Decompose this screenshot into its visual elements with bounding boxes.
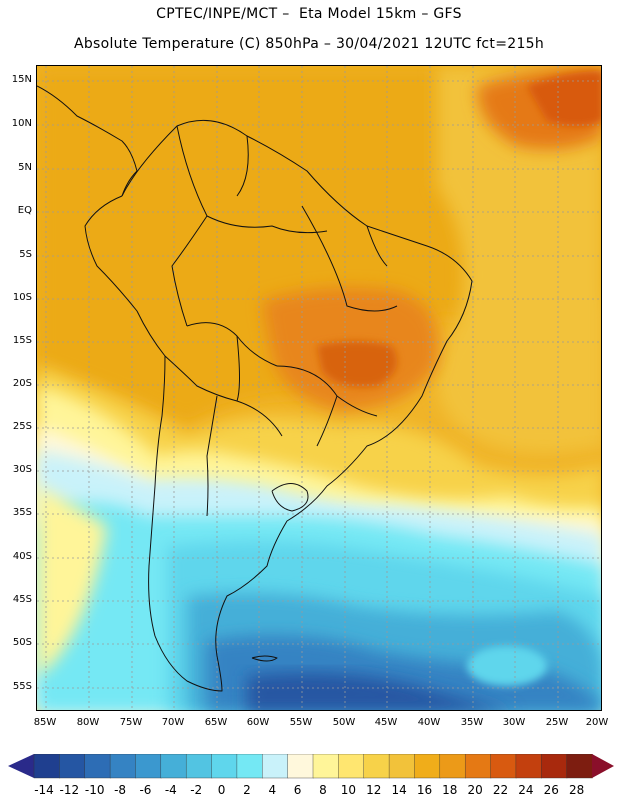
lon-label: 75W bbox=[119, 717, 143, 728]
colorbar-label: 2 bbox=[243, 783, 251, 797]
lon-label: 70W bbox=[161, 717, 185, 728]
colorbar-swatch bbox=[566, 754, 593, 779]
lat-label: 40S bbox=[12, 551, 32, 562]
colorbar-label: 26 bbox=[543, 783, 559, 797]
temperature-field-hotspot-brazil-core bbox=[317, 341, 397, 387]
lat-label: 50S bbox=[12, 637, 32, 648]
colorbar-label: 12 bbox=[366, 783, 382, 797]
lon-label: 45W bbox=[374, 717, 398, 728]
lon-label: 60W bbox=[246, 717, 270, 728]
colorbar-label: 4 bbox=[268, 783, 277, 797]
temperature-field-band-m10 bbox=[247, 672, 508, 710]
colorbar-label: -8 bbox=[114, 783, 127, 797]
colorbar-swatch bbox=[59, 754, 86, 779]
colorbar-label: -6 bbox=[139, 783, 152, 797]
colorbar-label: 0 bbox=[217, 783, 226, 797]
colorbar-swatch bbox=[33, 754, 61, 779]
lon-label: 40W bbox=[417, 717, 441, 728]
lon-label: 80W bbox=[76, 717, 100, 728]
temperature-field-chile-warm bbox=[37, 486, 107, 676]
graticule bbox=[37, 66, 601, 710]
lat-label: 25S bbox=[12, 421, 32, 432]
colorbar-label: -2 bbox=[190, 783, 203, 797]
colorbar-low-arrow bbox=[8, 754, 34, 778]
lat-label: 10S bbox=[12, 292, 32, 303]
lon-label: 35W bbox=[460, 717, 484, 728]
lon-label: 25W bbox=[545, 717, 569, 728]
colorbar-swatch bbox=[109, 754, 137, 779]
colorbar-label: 20 bbox=[467, 783, 483, 797]
colorbar-swatch bbox=[262, 754, 289, 779]
temperature-field-hotspot-ne-core bbox=[527, 71, 601, 126]
lat-label: 55S bbox=[12, 681, 32, 692]
lon-label: 85W bbox=[33, 717, 57, 728]
colorbar-label: 14 bbox=[391, 783, 407, 797]
colorbar-label: -12 bbox=[59, 783, 80, 797]
map-panel bbox=[36, 65, 602, 711]
chart-title: CPTEC/INPE/MCT – Eta Model 15km – GFS bbox=[156, 6, 462, 22]
lat-label: 5S bbox=[19, 249, 32, 260]
colorbar-high-arrow bbox=[592, 754, 614, 778]
temperature-map bbox=[37, 66, 601, 710]
colorbar-swatch bbox=[211, 754, 238, 779]
colorbar-label: -4 bbox=[164, 783, 177, 797]
lon-label: 55W bbox=[289, 717, 313, 728]
coastlines bbox=[37, 85, 473, 692]
colorbar-swatch bbox=[515, 754, 542, 779]
colorbar-label: 24 bbox=[518, 783, 534, 797]
lat-label: 45S bbox=[12, 594, 32, 605]
colorbar-label: 22 bbox=[492, 783, 509, 797]
colorbar-label: 6 bbox=[293, 783, 302, 797]
colorbar-label: -10 bbox=[84, 783, 105, 797]
lon-label: 30W bbox=[502, 717, 526, 728]
colorbar-label: 8 bbox=[319, 783, 327, 797]
lat-label: 5N bbox=[18, 162, 32, 173]
colorbar-label: 16 bbox=[416, 783, 433, 797]
lat-label: 30S bbox=[12, 464, 32, 475]
colorbar-swatch bbox=[541, 754, 568, 779]
colorbar-swatch bbox=[414, 754, 441, 779]
temperature-field-swirl bbox=[467, 646, 547, 686]
lat-label: 20S bbox=[12, 378, 32, 389]
lat-label: 35S bbox=[12, 507, 32, 518]
temperature-field-atlantic-warm bbox=[437, 66, 601, 453]
lat-label: 15S bbox=[12, 335, 32, 346]
colorbar-swatch bbox=[490, 754, 517, 779]
colorbar-swatch bbox=[287, 754, 314, 779]
lon-label: 50W bbox=[332, 717, 356, 728]
colorbar-swatch bbox=[338, 754, 365, 779]
colorbar-swatch bbox=[439, 754, 466, 779]
colorbar-swatch bbox=[160, 754, 187, 779]
chart-subtitle: Absolute Temperature (C) 850hPa – 30/04/… bbox=[73, 36, 545, 52]
colorbar-swatch bbox=[388, 754, 416, 779]
colorbar bbox=[8, 754, 614, 779]
colorbar-swatch bbox=[185, 754, 213, 779]
colorbar-label: 10 bbox=[340, 783, 356, 797]
colorbar-label: -14 bbox=[34, 783, 54, 797]
lon-label: 20W bbox=[585, 717, 609, 728]
colorbar-swatch bbox=[363, 754, 390, 779]
lat-label: 10N bbox=[11, 118, 32, 129]
colorbar-label: 28 bbox=[568, 783, 585, 797]
colorbar-swatch bbox=[84, 754, 111, 779]
lat-label: EQ bbox=[17, 205, 32, 216]
colorbar-swatch bbox=[236, 754, 263, 779]
colorbar-swatch bbox=[464, 754, 492, 779]
colorbar-label: 18 bbox=[442, 783, 458, 797]
colorbar-swatch bbox=[312, 754, 340, 779]
lat-label: 15N bbox=[11, 74, 32, 85]
colorbar-swatch bbox=[135, 754, 162, 779]
lon-label: 65W bbox=[204, 717, 228, 728]
